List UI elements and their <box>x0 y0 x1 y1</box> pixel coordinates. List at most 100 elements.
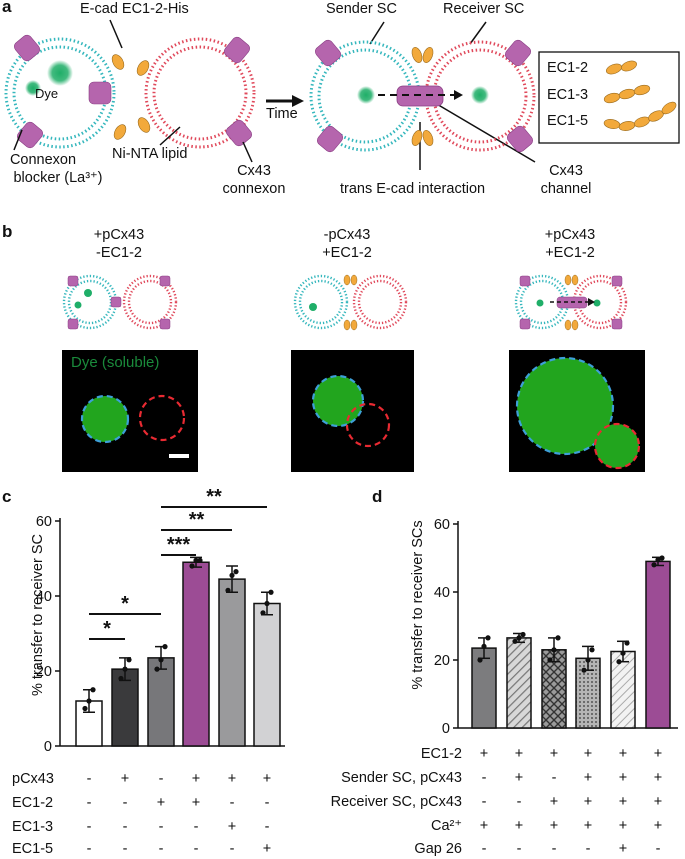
row-label: Receiver SC, pCx43 <box>330 794 462 810</box>
y-tick-label: 20 <box>36 664 52 680</box>
condition-cell: + <box>618 770 628 786</box>
bar <box>253 602 281 747</box>
condition-cell: + <box>549 818 559 834</box>
chart-d-ylabel: % transfer to receiver SCs <box>410 520 426 690</box>
micrograph-3 <box>509 350 645 472</box>
condition-cell: + <box>618 841 628 857</box>
micrograph-2 <box>291 350 414 472</box>
panel-a-letter: a <box>2 0 12 16</box>
dye-dot <box>25 80 41 96</box>
condition-cell: - <box>86 819 92 835</box>
data-point <box>616 659 622 665</box>
data-point <box>620 650 626 656</box>
condition-cell: - <box>655 841 661 857</box>
data-point <box>589 647 595 653</box>
ecad-his-label: E-cad EC1-2-His <box>80 1 189 17</box>
panel-b-letter: b <box>2 222 13 241</box>
dye-dot <box>47 60 73 86</box>
data-point <box>485 635 491 641</box>
row-label: EC1-2 <box>12 795 54 811</box>
condition-cell: - <box>264 819 270 835</box>
condition-cell: + <box>156 795 166 811</box>
condition-cell: + <box>262 841 272 857</box>
significance-marker: ** <box>189 509 205 531</box>
condition-cell: - <box>264 795 270 811</box>
condition-cell: - <box>481 841 487 857</box>
condition-cell: + <box>227 771 237 787</box>
sender-sc-label: Sender SC <box>326 1 397 17</box>
data-point <box>520 631 526 638</box>
condition-cell: + <box>583 794 593 810</box>
cx43-connexon-label: Cx43 <box>237 163 271 179</box>
data-point <box>229 572 235 578</box>
bar <box>506 637 532 729</box>
y-tick-label: 40 <box>434 585 450 601</box>
data-point <box>264 600 270 607</box>
time-label: Time <box>266 106 298 122</box>
condition-cell: + <box>514 746 524 762</box>
condition-cell: - <box>86 771 92 787</box>
condition-cell: - <box>86 841 92 857</box>
trans-ecad-label: trans E-cad interaction <box>340 181 486 197</box>
receiver-cell-a <box>136 36 256 149</box>
condition-cell: + <box>583 746 593 762</box>
condition-cell: - <box>551 770 557 786</box>
y-tick-label: 40 <box>36 589 52 605</box>
ni-nta-label: Ni-NTA lipid <box>112 146 188 162</box>
condition-cell: + <box>479 818 489 834</box>
condition-3-line2: +EC1-2 <box>545 245 595 261</box>
condition-cell: + <box>191 795 201 811</box>
condition-1-line2: -EC1-2 <box>96 245 142 261</box>
data-point <box>481 643 487 649</box>
y-tick-label: 0 <box>44 739 52 755</box>
condition-cell: + <box>549 746 559 762</box>
sender-cell-a <box>4 34 127 149</box>
data-point <box>126 657 132 663</box>
data-point <box>551 647 557 653</box>
condition-cell: - <box>551 841 557 857</box>
data-point <box>86 698 92 704</box>
chart-d: 0 20 40 60 <box>434 517 678 737</box>
condition-cell: + <box>618 794 628 810</box>
condition-cell: + <box>514 770 524 786</box>
condition-cell: - <box>86 795 92 811</box>
condition-cell: - <box>122 819 128 835</box>
condition-3-line1: +pCx43 <box>544 227 596 243</box>
condition-cell: + <box>653 770 663 786</box>
condition-cell: + <box>120 771 130 787</box>
condition-cell: - <box>481 770 487 786</box>
bar <box>147 657 175 747</box>
dye-soluble-label: Dye (soluble) <box>71 354 160 371</box>
condition-cell: + <box>227 819 237 835</box>
bar <box>218 578 246 747</box>
condition-cell: + <box>618 818 628 834</box>
data-point <box>624 640 630 646</box>
bar <box>541 649 567 729</box>
chart-c-ylabel: % transfer to receiver SC <box>30 534 46 696</box>
condition-1-line1: +pCx43 <box>93 227 145 243</box>
data-point <box>512 638 518 644</box>
condition-cell: - <box>193 841 199 857</box>
condition-cell: + <box>653 818 663 834</box>
row-label: Sender SC, pCx43 <box>341 770 462 786</box>
data-point <box>82 705 88 712</box>
condition-cell: - <box>481 794 487 810</box>
data-point <box>193 557 199 563</box>
row-label: Gap 26 <box>414 841 462 857</box>
condition-cell: - <box>229 841 235 857</box>
condition-cell: - <box>193 819 199 835</box>
panel-d-letter: d <box>372 487 383 506</box>
data-point <box>225 587 231 593</box>
data-point <box>260 610 266 616</box>
y-tick-label: 60 <box>36 514 52 530</box>
condition-cell: - <box>585 841 591 857</box>
condition-cell: - <box>122 841 128 857</box>
data-point <box>233 569 239 575</box>
condition-cell: + <box>514 818 524 834</box>
condition-cell: + <box>191 771 201 787</box>
data-point <box>162 644 168 650</box>
bar <box>471 647 497 729</box>
significance-marker: *** <box>167 534 191 556</box>
scale-bar <box>169 454 189 458</box>
legend-ec1-5: EC1-5 <box>547 113 589 129</box>
